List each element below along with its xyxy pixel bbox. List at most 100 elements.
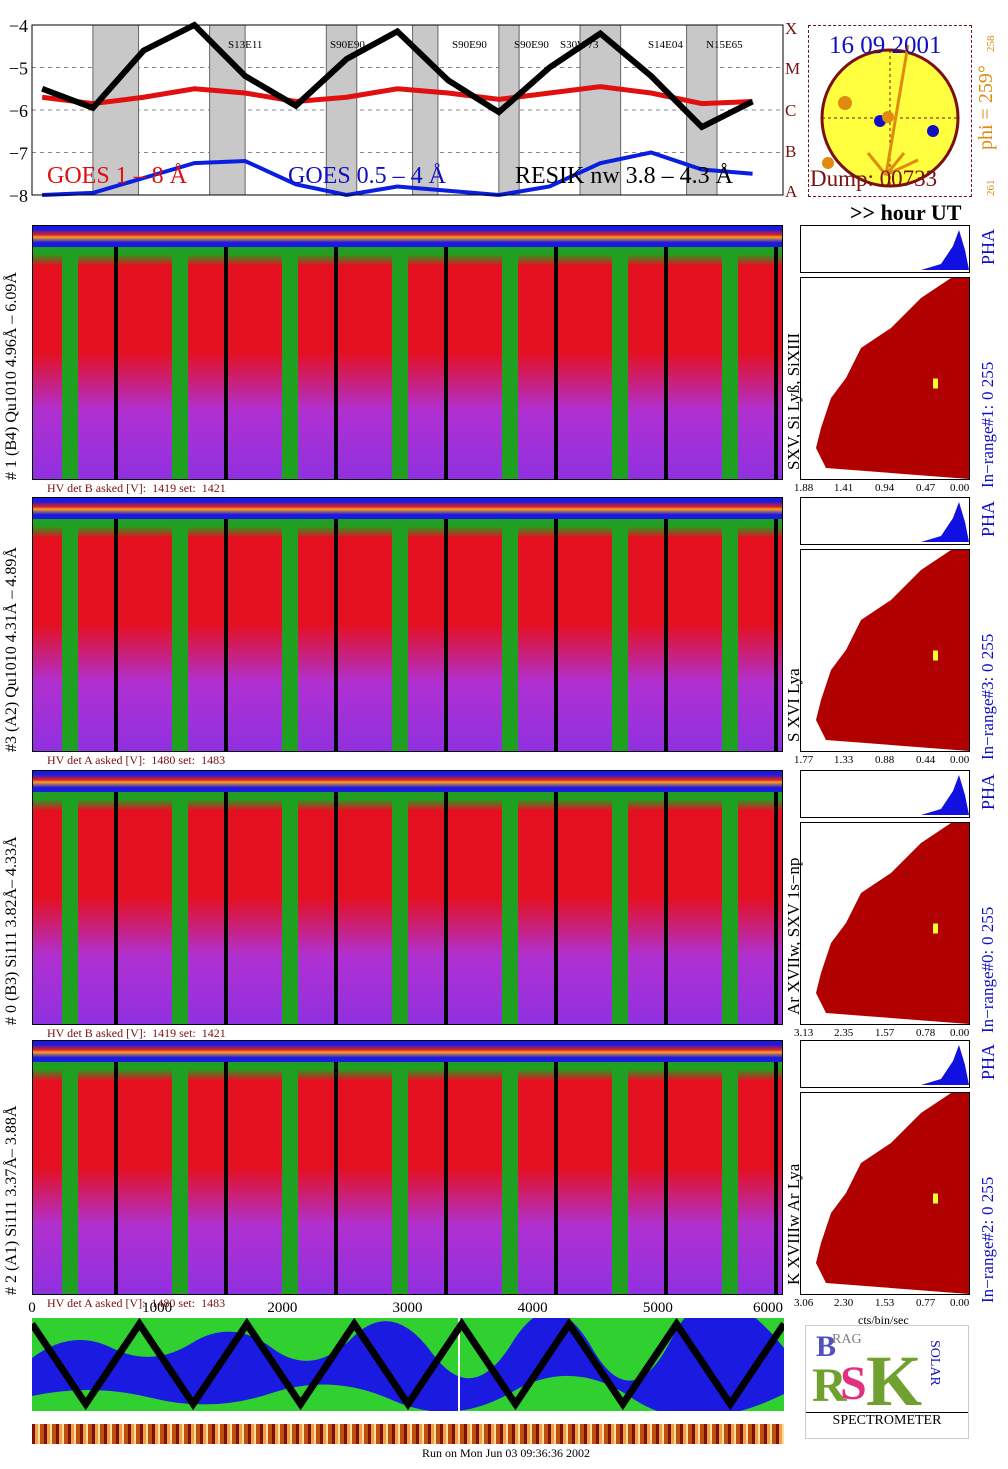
in-range-label: In−range#0: [978,949,997,1033]
region-label: N15E65 [706,39,743,51]
range-value: 0 255 [978,633,997,672]
in-range-label: In−range#2: [978,1219,997,1303]
histogram-tick-label: 0.00 [950,482,970,494]
in-range-label: In−range#1: [978,404,997,488]
histogram-tick-label: 0.94 [875,482,895,494]
class-c: C [785,101,797,120]
hv-label: HV det A asked [V]: 1480 set: 1483 [47,753,226,767]
histogram-tick-label: 0.44 [916,754,936,766]
class-m: M [785,59,801,78]
histogram-tick-label: 3.06 [794,1297,814,1309]
y-tick-label: −6 [9,101,28,121]
histogram-tick-label: 1.53 [875,1297,895,1309]
histogram-tick-label: 2.35 [834,1027,854,1039]
x-tick-label: 32 [642,204,660,205]
y-tick-label: −8 [9,186,28,205]
class-x: X [785,19,798,38]
histogram-tick-label: 0.47 [916,482,936,494]
histogram-tick-label: 1.88 [794,482,814,494]
histogram-tick-label: 0.00 [950,754,970,766]
histogram-tick-label: 0.78 [916,1027,936,1039]
goes-chart: −4 −5 −6 −7 −8 20 22 24 26 28 30 32 34 S13E11 S90E90… [9,16,784,205]
range-value: 0 255 [978,361,997,400]
goes-05-4-line [42,150,753,198]
spectrum-strip [32,1040,783,1062]
bottom-tick-label: 5000 [643,1300,673,1316]
count-histogram [800,549,970,752]
sun-panel [808,25,972,197]
histogram-tick-label: 1.33 [834,754,854,766]
bottom-tick-label: 3000 [393,1300,423,1316]
hv-label: HV det B asked [V]: 1419 set: 1421 [47,481,226,495]
dump-label: Dump: 00733 [810,166,938,191]
region-label: S30W73 [560,39,599,51]
bragg-resik-logo: B RAG R S K SOLAR SPECTROMETER [805,1325,969,1439]
pha-box [800,225,970,273]
hv-label: HV det B asked [V]: 1419 set: 1421 [47,1026,226,1040]
pha-box [800,497,970,545]
x-tick-label: 30 [541,204,559,205]
region-label: S90E90 [330,39,365,51]
sun-date: 16 09 2001 [829,32,942,59]
pha-label: PHA [978,773,998,810]
x-tick-label: 24 [236,204,254,205]
cts-unit: cts/bin/sec [858,1313,909,1327]
spectrum-strip [32,770,783,792]
histogram-tick-label: 0.77 [916,1297,936,1309]
in-range-label: In−range#3: [978,676,997,760]
data-gap-columns [32,792,783,1025]
panel-label: # 1 (B4) Qu1010 4.96Å – 6.09Å [3,272,20,480]
count-histogram [800,822,970,1025]
eclipse-band [209,24,246,196]
region-label: S13E11 [228,39,262,51]
region-label: S90E90 [452,39,487,51]
pha-label: PHA [978,228,998,265]
count-histogram [800,1092,970,1295]
run-footer: Run on Mon Jun 03 09:36:36 2002 [422,1446,591,1460]
x-tick-label: 20 [33,204,51,205]
bottom-tick-label: 4000 [518,1300,548,1316]
phi-min: 261 [985,179,997,197]
spectrum-strip [32,225,783,247]
range-value: 0 255 [978,1176,997,1215]
hv-label: HV det A asked [V]: 1480 set: 1483 [47,1296,226,1310]
pha-box [800,770,970,818]
histogram-tick-label: 1.57 [875,1027,895,1039]
panel-frame [32,1040,783,1295]
data-gap-columns [32,247,783,480]
panel-label: # 0 (B3) Si111 3.82Å– 4.33Å [3,836,20,1025]
pha-box [800,1040,970,1088]
class-letters: X M C B A [785,18,803,201]
histogram-tick-label: 1.77 [794,754,814,766]
bottom-tick-label: 1000 [142,1300,172,1316]
range-value: 0 255 [978,906,997,945]
panel-frame [32,225,783,480]
orbit-panel [32,1318,784,1411]
panel-label: #3 (A2) Qu1010 4.31Å – 4.89Å [3,547,20,752]
panel-frame [32,770,783,1025]
x-tick-label: 26 [338,204,356,205]
goes-1-8-label: GOES 1 – 8 Å [47,163,188,189]
region-label: S14E04 [648,39,683,51]
eclipse-band [579,24,622,196]
goes-1-8-line [41,84,753,107]
phi-max: 258 [985,35,997,53]
class-a: A [785,182,798,201]
data-gap-columns [32,1062,783,1295]
x-unit-label: >> hour UT [850,200,962,225]
phi-label: phi = 259° [975,65,997,150]
data-gap-columns [32,519,783,752]
pha-label: PHA [978,1043,998,1080]
bottom-tick-label: 0 [28,1300,36,1316]
resik-label: RESIK nw 3.8 – 4.3 Å [515,163,734,189]
count-histogram [800,277,970,480]
panel-frame [32,497,783,752]
y-tick-label: −4 [9,16,28,36]
y-tick-label: −5 [9,59,28,79]
goes-05-4-label: GOES 0.5 – 4 Å [288,163,447,189]
histogram-tick-label: 2.30 [834,1297,854,1309]
resik-line [41,21,754,131]
histogram-tick-label: 0.00 [950,1297,970,1309]
histogram-tick-label: 1.41 [834,482,854,494]
x-tick-label: 34 [744,204,762,205]
